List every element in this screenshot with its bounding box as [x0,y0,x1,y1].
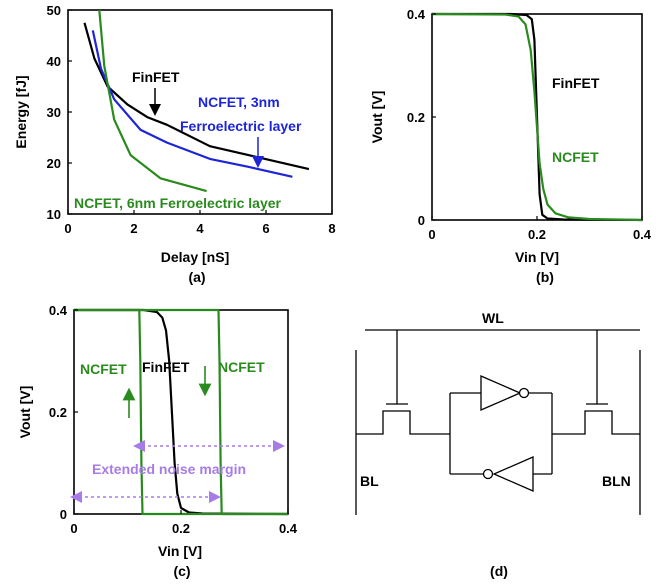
bit-line-label: BL [360,473,379,489]
panel-b-series-1-line [431,12,643,222]
panel-c-series-1-line [74,308,288,516]
panel-b-x-label: Vin [V] [515,249,559,265]
panel-a-series-2-line [98,9,207,193]
panel-d-sram-schematic: WL BL BLN [355,310,641,579]
panel-a-annotation-finfet: FinFET [132,69,180,85]
panel-a-y-tick-label: 20 [47,156,61,171]
bit-line-bar-label: BLN [602,473,631,489]
panel-c-series-0-line [74,308,289,516]
panel-c-x-tick-label: 0.4 [279,521,298,536]
panel-a-y-tick-label: 30 [47,105,61,120]
panel-c-y-label: Vout [V] [17,386,33,439]
panel-b-y-label: Vout [V] [369,91,385,144]
panel-a: 0 2 4 6 8 10 20 30 40 50 Delay [nS] Energy [fJ] (… [13,3,336,285]
panel-a-series-0-line [83,22,310,171]
panel-c-x-tick-label: 0 [70,521,77,536]
panel-b-series [431,12,643,222]
panel-c-annotation-ncfet-right: NCFET [218,359,265,375]
panel-a-annotation-ncfet6: NCFET, 6nm Ferroelectric layer [74,195,282,211]
panel-b-x-tick-label: 0.4 [633,227,652,242]
panel-a-series [83,9,310,193]
panel-c-annotation-ncfet-left: NCFET [80,361,127,377]
panel-b-x-tick-label: 0 [428,227,435,242]
left-access-transistor [356,330,450,435]
panel-a-annotation-ncfet3-line1: NCFET, 3nm [198,94,280,110]
panel-a-y-tick-label: 40 [47,54,61,69]
panel-c-annotation-finfet: FinFET [142,359,190,375]
panel-b-annotation-finfet: FinFET [552,75,600,91]
panel-b-caption: (b) [536,269,554,285]
panel-c-ticks: 0 0.2 0.4 0 0.2 0.4 [49,303,298,536]
panel-b-annotation-ncfet: NCFET [552,149,599,165]
word-line-label: WL [482,310,504,326]
panel-c-caption: (c) [173,563,190,579]
panel-c: 0 0.2 0.4 0 0.2 0.4 Vin [V] Vout [V] (c) NCFE… [17,303,298,579]
panel-a-frame [67,9,333,215]
panel-a-x-tick-label: 8 [328,221,335,236]
panel-c-y-tick-label: 0.2 [49,405,67,420]
panel-c-y-tick-label: 0.4 [49,303,68,318]
panel-d-caption: (d) [490,563,508,579]
panel-b: 0 0.2 0.4 0 0.2 0.4 Vin [V] Vout [V] (b) FinF… [369,7,652,285]
panel-c-y-tick-label: 0 [60,507,67,522]
inverter-bottom [450,456,552,492]
inverter-top [450,375,552,411]
panel-b-x-tick-label: 0.2 [528,227,546,242]
panel-a-y-label: Energy [fJ] [13,75,29,148]
panel-a-caption: (a) [188,269,205,285]
panel-c-x-tick-label: 0.2 [172,521,190,536]
panel-b-y-tick-label: 0 [418,213,425,228]
panel-a-ticks: 0 2 4 6 8 10 20 30 40 50 [47,3,336,236]
panel-c-x-label: Vin [V] [158,543,202,559]
panel-c-series [74,308,289,516]
panel-b-y-tick-label: 0.2 [407,110,425,125]
right-access-transistor [552,330,640,435]
panel-a-x-tick-label: 6 [262,221,269,236]
panel-b-ticks: 0 0.2 0.4 0 0.2 0.4 [407,7,652,242]
panel-a-x-tick-label: 0 [64,221,71,236]
panel-c-frame [73,309,289,515]
panel-b-y-tick-label: 0.4 [407,7,426,22]
panel-a-y-tick-label: 10 [47,207,61,222]
panel-a-x-tick-label: 4 [196,221,204,236]
panel-a-series-1-line [91,30,293,178]
panel-a-x-tick-label: 2 [130,221,137,236]
panel-a-x-label: Delay [nS] [161,249,229,265]
panel-c-series-2-line [74,308,288,516]
panel-c-annotation-noise-margin: Extended noise margin [92,461,246,477]
panel-a-annotation-ncfet3-line2: Ferroelectric layer [180,118,302,134]
panel-a-y-tick-label: 50 [47,3,61,18]
